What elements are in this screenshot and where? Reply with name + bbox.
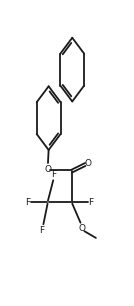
Text: F: F xyxy=(51,170,56,179)
Text: O: O xyxy=(79,224,86,233)
Text: F: F xyxy=(88,198,93,207)
Text: F: F xyxy=(40,226,45,235)
Text: O: O xyxy=(85,159,92,167)
Text: O: O xyxy=(44,165,51,174)
Text: F: F xyxy=(25,198,30,207)
